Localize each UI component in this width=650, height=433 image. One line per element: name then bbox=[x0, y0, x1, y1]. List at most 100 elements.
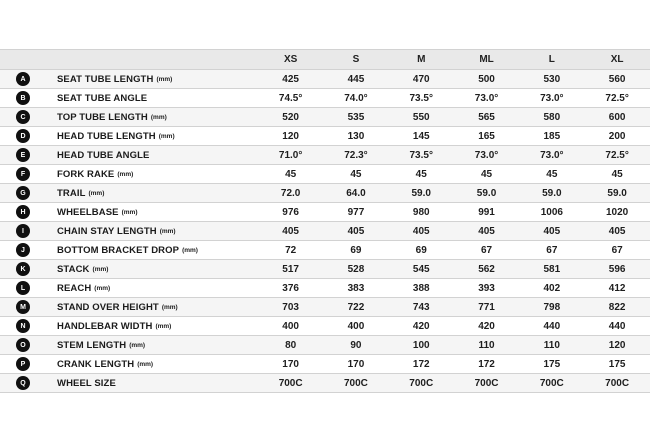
row-value: 72 bbox=[285, 244, 297, 256]
row-value: 596 bbox=[608, 263, 626, 275]
row-value: 45 bbox=[350, 168, 362, 180]
row-value: 400 bbox=[347, 320, 365, 332]
row-label-cell: H WHEELBASE (mm) bbox=[0, 203, 258, 221]
row-value: 822 bbox=[608, 301, 626, 313]
row-value: 517 bbox=[282, 263, 299, 275]
row-letter-badge: M bbox=[16, 300, 30, 314]
row-value: 565 bbox=[478, 111, 495, 123]
row-value: 976 bbox=[282, 206, 299, 218]
row-letter: H bbox=[20, 208, 26, 216]
row-unit: (mm) bbox=[182, 246, 198, 254]
row-label: HEAD TUBE ANGLE bbox=[57, 149, 150, 161]
row-value: 445 bbox=[347, 73, 365, 85]
row-label-cell: J BOTTOM BRACKET DROP (mm) bbox=[0, 241, 258, 259]
table-header-row: XS S M ML L XL bbox=[0, 49, 650, 69]
row-value: 402 bbox=[543, 282, 561, 294]
row-value: 110 bbox=[478, 339, 495, 351]
row-value: 73.0° bbox=[540, 92, 564, 104]
row-value: 73.0° bbox=[540, 149, 564, 161]
row-value: 530 bbox=[543, 73, 561, 85]
row-value: 170 bbox=[282, 358, 299, 370]
row-unit: (mm) bbox=[121, 208, 138, 216]
row-value: 69 bbox=[415, 244, 427, 256]
row-value: 110 bbox=[543, 339, 560, 351]
row-value: 470 bbox=[412, 73, 430, 85]
row-value: 175 bbox=[543, 358, 561, 370]
row-label-cell: K STACK (mm) bbox=[0, 260, 258, 278]
row-value: 405 bbox=[608, 225, 626, 237]
row-unit: (mm) bbox=[92, 265, 109, 273]
row-value: 69 bbox=[350, 244, 362, 256]
row-value: 405 bbox=[543, 225, 561, 237]
row-label-cell: C TOP TUBE LENGTH (mm) bbox=[0, 108, 258, 126]
row-unit: (mm) bbox=[117, 170, 134, 178]
row-value: 405 bbox=[412, 225, 430, 237]
row-value: 440 bbox=[543, 320, 561, 332]
row-value: 67 bbox=[480, 244, 493, 256]
row-value: 72.5° bbox=[605, 92, 629, 104]
row-value: 700C bbox=[539, 377, 564, 389]
row-value: 980 bbox=[412, 206, 430, 218]
table-row: E HEAD TUBE ANGLE 71.0° 72.3° 73.5° 73.0… bbox=[0, 145, 650, 164]
row-label-cell: A SEAT TUBE LENGTH (mm) bbox=[0, 70, 258, 88]
row-value: 420 bbox=[478, 320, 495, 332]
row-label-cell: M STAND OVER HEIGHT (mm) bbox=[0, 298, 258, 316]
row-value: 67 bbox=[611, 244, 623, 256]
row-letter-badge: D bbox=[16, 129, 30, 143]
row-letter: N bbox=[20, 322, 26, 330]
row-letter: E bbox=[20, 151, 26, 159]
row-value: 73.5° bbox=[409, 92, 433, 104]
row-label: HEAD TUBE LENGTH bbox=[57, 130, 156, 142]
row-label: STACK bbox=[57, 263, 90, 275]
table-row: L REACH (mm) 376 383 388 393 402 412 bbox=[0, 278, 650, 297]
row-value: 120 bbox=[608, 339, 626, 351]
row-label-cell: N HANDLEBAR WIDTH (mm) bbox=[0, 317, 258, 335]
row-value: 1020 bbox=[606, 206, 629, 218]
row-label: CRANK LENGTH bbox=[57, 358, 135, 370]
row-value: 73.5° bbox=[409, 149, 433, 161]
row-letter-badge: F bbox=[16, 167, 30, 181]
row-value: 185 bbox=[543, 130, 561, 142]
row-letter: F bbox=[20, 170, 26, 178]
row-label: TRAIL bbox=[57, 187, 86, 199]
row-label: WHEEL SIZE bbox=[57, 377, 116, 389]
table-row: O STEM LENGTH (mm) 80 90 100 110 110 120 bbox=[0, 335, 650, 354]
row-value: 72.5° bbox=[605, 149, 629, 161]
row-letter: A bbox=[20, 75, 26, 83]
row-letter-badge: P bbox=[16, 357, 30, 371]
row-value: 72.0 bbox=[280, 187, 301, 199]
size-header-xs: XS bbox=[283, 54, 298, 65]
row-value: 100 bbox=[412, 339, 430, 351]
row-label-cell: P CRANK LENGTH (mm) bbox=[0, 355, 258, 373]
row-value: 425 bbox=[282, 73, 299, 85]
row-letter-badge: H bbox=[16, 205, 30, 219]
table-row: K STACK (mm) 517 528 545 562 581 596 bbox=[0, 259, 650, 278]
table-row: F FORK RAKE (mm) 45 45 45 45 45 45 bbox=[0, 164, 650, 183]
row-unit: (mm) bbox=[158, 132, 175, 140]
row-value: 560 bbox=[608, 73, 626, 85]
row-value: 45 bbox=[480, 168, 493, 180]
row-value: 550 bbox=[412, 111, 430, 123]
row-value: 580 bbox=[543, 111, 561, 123]
row-value: 80 bbox=[285, 339, 297, 351]
row-value: 420 bbox=[412, 320, 430, 332]
row-label: HANDLEBAR WIDTH bbox=[57, 320, 153, 332]
size-header-s: S bbox=[352, 54, 360, 65]
row-value: 64.0 bbox=[346, 187, 366, 199]
row-value: 59.0 bbox=[542, 187, 562, 199]
row-letter-badge: K bbox=[16, 262, 30, 276]
row-value: 600 bbox=[608, 111, 626, 123]
table-row: Q WHEEL SIZE 700C 700C 700C 700C 700C 70… bbox=[0, 373, 650, 392]
row-value: 388 bbox=[412, 282, 430, 294]
row-label: STAND OVER HEIGHT bbox=[57, 301, 159, 313]
row-letter: D bbox=[20, 132, 26, 140]
row-label-cell: E HEAD TUBE ANGLE bbox=[0, 146, 258, 164]
row-letter-badge: C bbox=[16, 110, 30, 124]
table-row: N HANDLEBAR WIDTH (mm) 400 400 420 420 4… bbox=[0, 316, 650, 335]
row-value: 500 bbox=[478, 73, 495, 85]
table-row: H WHEELBASE (mm) 976 977 980 991 1006 10… bbox=[0, 202, 650, 221]
row-value: 412 bbox=[608, 282, 626, 294]
row-value: 172 bbox=[478, 358, 495, 370]
row-label-cell: O STEM LENGTH (mm) bbox=[0, 336, 258, 354]
